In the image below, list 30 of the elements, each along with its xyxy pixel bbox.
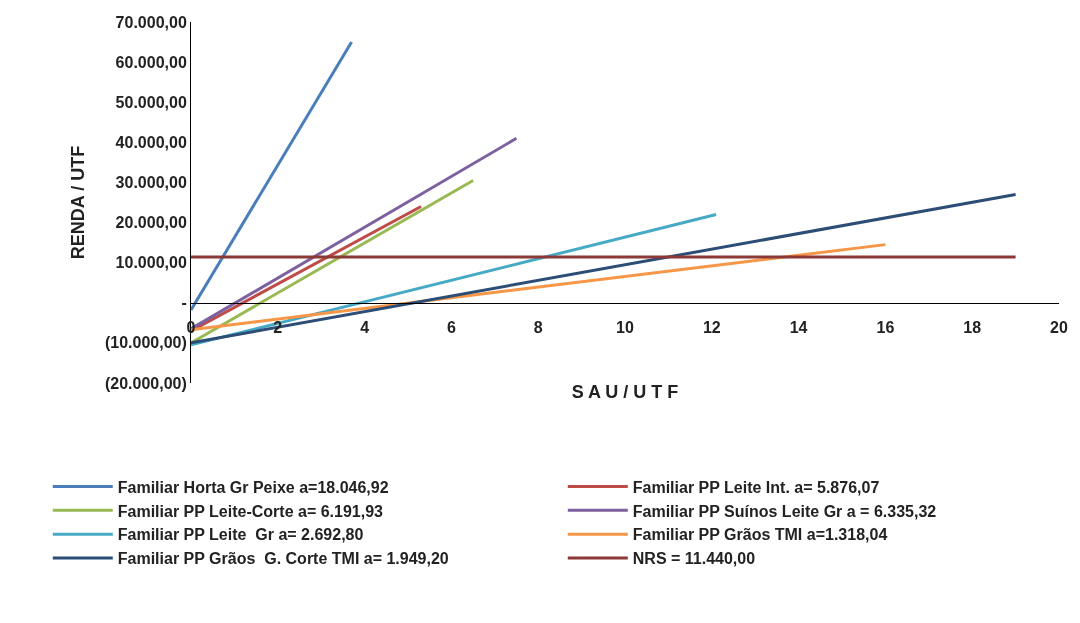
legend-label: NRS = 11.440,00 bbox=[632, 550, 756, 568]
x-tick-label: 14 bbox=[789, 318, 808, 336]
x-axis-title: S A U / U T F bbox=[571, 382, 679, 403]
legend-label: Familiar PP Grãos TMI a=1.318,04 bbox=[632, 526, 888, 544]
x-tick-label: 20 bbox=[1050, 318, 1068, 336]
y-tick-label: 20.000,00 bbox=[115, 214, 187, 232]
x-tick-label: 6 bbox=[446, 318, 456, 336]
x-tick-label: 2 bbox=[273, 318, 283, 336]
x-tick-label: 12 bbox=[702, 318, 721, 336]
x-tick-label: 16 bbox=[876, 318, 895, 336]
y-tick-label: 30.000,00 bbox=[115, 174, 187, 192]
y-tick-label: 70.000,00 bbox=[115, 13, 187, 31]
legend-label: Familiar PP Grãos G. Corte TMI a= 1.949,20 bbox=[117, 550, 449, 568]
legend-label: Familiar PP Leite Int. a= 5.876,07 bbox=[632, 478, 880, 496]
legend-label: Familiar Horta Gr Peixe a=18.046,92 bbox=[117, 478, 389, 496]
y-tick-label: (20.000,00) bbox=[104, 374, 187, 392]
x-tick-label: 8 bbox=[533, 318, 543, 336]
y-tick-label: 50.000,00 bbox=[115, 93, 187, 111]
x-tick-label: 4 bbox=[360, 318, 370, 336]
legend-label: Familiar PP Suínos Leite Gr a = 6.335,32 bbox=[632, 502, 937, 520]
y-tick-label: - bbox=[181, 294, 187, 312]
x-tick-label: 10 bbox=[616, 318, 634, 336]
y-tick-label: 40.000,00 bbox=[115, 133, 187, 151]
y-tick-label: 10.000,00 bbox=[115, 254, 187, 272]
y-axis-title: RENDA / UTF bbox=[68, 145, 89, 260]
y-tick-label: (10.000,00) bbox=[104, 334, 187, 352]
x-tick-label: 18 bbox=[963, 318, 982, 336]
legend-label: Familiar PP Leite Gr a= 2.692,80 bbox=[117, 526, 364, 544]
legend-label: Familiar PP Leite-Corte a= 6.191,93 bbox=[117, 502, 384, 520]
y-tick-label: 60.000,00 bbox=[115, 53, 187, 71]
